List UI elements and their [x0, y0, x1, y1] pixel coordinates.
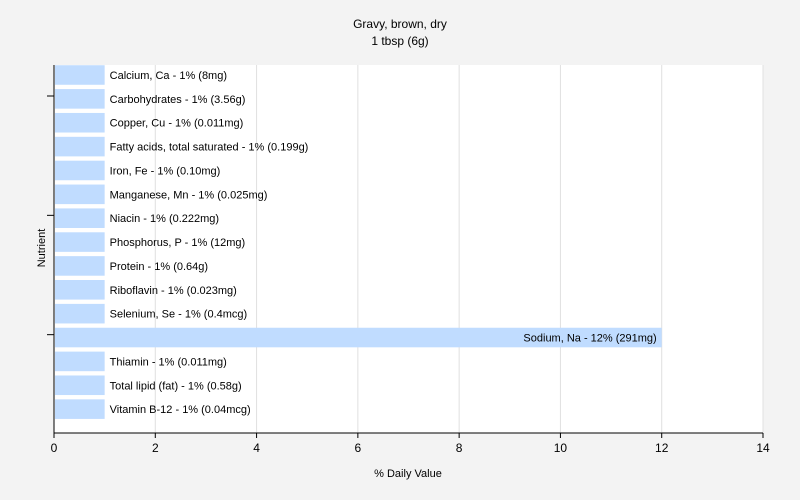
x-tick-label: 6	[355, 441, 362, 455]
bar-label: Copper, Cu - 1% (0.011mg)	[110, 118, 244, 130]
bar-label: Sodium, Na - 12% (291mg)	[523, 333, 656, 345]
bar-label: Manganese, Mn - 1% (0.025mg)	[110, 189, 268, 201]
x-tick-label: 12	[655, 441, 669, 455]
bar-label: Protein - 1% (0.64g)	[110, 261, 208, 273]
bar-label: Thiamin - 1% (0.011mg)	[110, 356, 227, 368]
bar	[55, 327, 662, 348]
x-tick-label: 2	[152, 441, 159, 455]
x-tick-label: 4	[253, 441, 260, 455]
bar	[55, 208, 105, 228]
bar-label: Niacin - 1% (0.222mg)	[110, 213, 219, 225]
bar	[55, 399, 105, 419]
bar-label: Riboflavin - 1% (0.023mg)	[110, 285, 237, 297]
bar	[55, 136, 105, 157]
bar	[55, 112, 105, 133]
bar	[55, 160, 105, 181]
plot-area	[54, 65, 763, 433]
chart-subtitle: 1 tbsp (6g)	[371, 34, 428, 48]
bar-label: Fatty acids, total saturated - 1% (0.199…	[110, 142, 309, 154]
bar	[55, 232, 105, 252]
bar	[55, 375, 105, 396]
bar-label: Carbohydrates - 1% (3.56g)	[110, 94, 246, 106]
bar-label: Phosphorus, P - 1% (12mg)	[110, 237, 246, 249]
bar-label: Iron, Fe - 1% (0.10mg)	[110, 165, 221, 177]
bar-label: Total lipid (fat) - 1% (0.58g)	[110, 380, 242, 392]
x-tick-label: 14	[756, 441, 770, 455]
x-axis-label: % Daily Value	[374, 468, 442, 480]
grid-lines	[154, 65, 764, 433]
axes-group: 0 2 4 6 8 10 12 14	[47, 65, 770, 455]
bar	[55, 65, 105, 85]
bar	[55, 280, 105, 300]
bar-label: Calcium, Ca - 1% (8mg)	[110, 70, 227, 82]
x-tick-label: 0	[51, 441, 58, 455]
x-tick-label: 10	[554, 441, 568, 455]
y-axis-label: Nutrient	[36, 229, 48, 268]
bar	[55, 303, 105, 324]
bar-label: Vitamin B-12 - 1% (0.04mcg)	[110, 404, 251, 416]
bar	[55, 89, 105, 109]
bars-group	[55, 65, 662, 419]
bar-labels-group: Calcium, Ca - 1% (8mg) Carbohydrates - 1%…	[110, 70, 657, 416]
bar	[55, 184, 105, 205]
bar	[55, 256, 105, 276]
bar	[55, 351, 105, 372]
bar-label: Selenium, Se - 1% (0.4mcg)	[110, 309, 248, 321]
chart-title: Gravy, brown, dry	[353, 17, 447, 31]
x-tick-label: 8	[456, 441, 463, 455]
